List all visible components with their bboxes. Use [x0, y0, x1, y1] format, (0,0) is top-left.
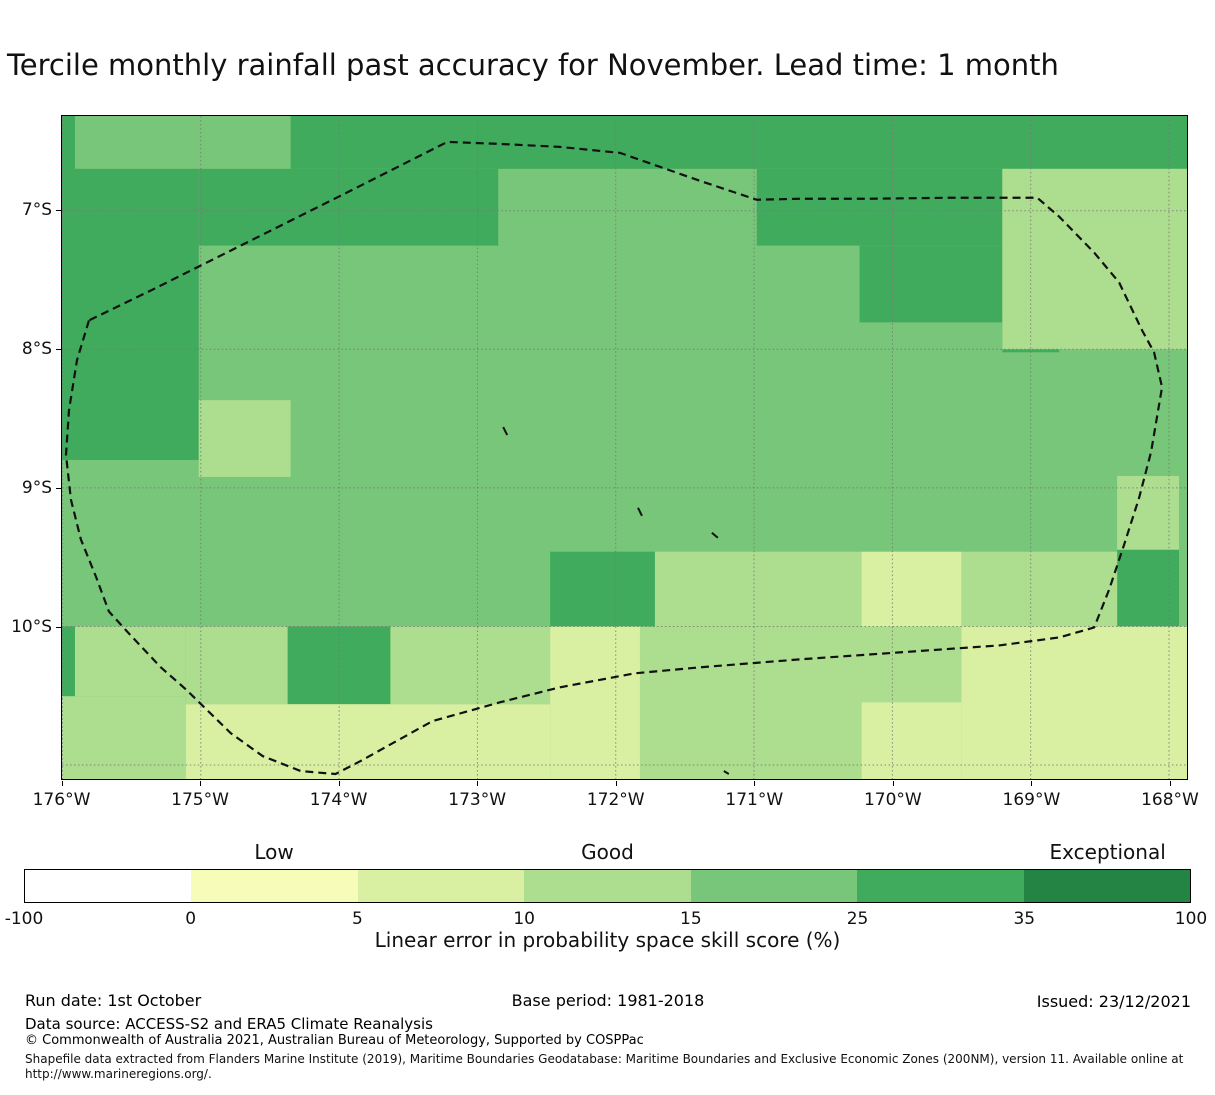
run-date-text: Run date: 1st October [25, 991, 202, 1010]
eez-boundary-line [64, 140, 1164, 776]
x-tick-mark [1169, 781, 1171, 786]
map-grid-cell [961, 626, 1187, 779]
colorbar-segment [191, 870, 358, 902]
colorbar-segment [690, 870, 858, 902]
x-tick-label: 170°W [863, 790, 922, 810]
colorbar-category-label: Exceptional [1049, 840, 1166, 864]
copyright-text: © Commonwealth of Australia 2021, Austra… [25, 1033, 644, 1048]
colorbar-segment [1023, 870, 1190, 902]
colorbar-boundary-label: 5 [352, 909, 363, 929]
y-tick-mark [56, 488, 61, 489]
rainfall-accuracy-map [61, 115, 1188, 780]
map-grid-cell [62, 696, 186, 779]
map-grid-cell [639, 626, 862, 779]
map-canvas [62, 116, 1187, 779]
x-tick-label: 172°W [586, 790, 645, 810]
colorbar-segment [25, 870, 192, 902]
shapefile-note: Shapefile data extracted from Flanders M… [25, 1052, 1195, 1082]
colorbar: Low Good Exceptional -100 0 5 10 15 25 35 100 [5, 840, 1208, 929]
map-grid-cell [654, 551, 862, 627]
x-tick-label: 171°W [725, 790, 784, 810]
x-tick-label: 174°W [309, 790, 368, 810]
x-tick-mark [615, 781, 617, 786]
map-grid-cell [185, 704, 551, 779]
colorbar-boundary-label: 25 [846, 909, 869, 929]
map-grid-cell [62, 626, 75, 697]
map-grid-cell [290, 116, 1187, 169]
colorbar-boundary-label: 35 [1013, 909, 1036, 929]
x-tick-label: 173°W [448, 790, 507, 810]
map-grid-cell [861, 702, 962, 779]
map-grid-cell [198, 168, 499, 246]
colorbar-caption: Linear error in probability space skill … [374, 928, 841, 952]
x-tick-mark [477, 781, 479, 786]
map-grid-cell [62, 116, 75, 460]
base-period-text: Base period: 1981-2018 [511, 991, 705, 1010]
y-tick-label: 10°S [11, 617, 52, 637]
x-tick-mark [61, 781, 63, 786]
x-tick-mark [1031, 781, 1033, 786]
map-grid-cell [390, 626, 551, 705]
map-grid-cell [198, 400, 291, 477]
colorbar-gradient [24, 869, 1191, 903]
map-grid-cell [550, 626, 640, 779]
x-tick-mark [338, 781, 340, 786]
y-tick-label: 8°S [21, 339, 52, 359]
map-grid-cell [287, 626, 391, 705]
y-tick-label: 7°S [21, 200, 52, 220]
y-tick-mark [56, 349, 61, 350]
map-grid-cell [861, 551, 962, 627]
x-tick-label: 175°W [171, 790, 229, 810]
colorbar-boundary-label: 0 [185, 909, 197, 929]
map-grid-cell [756, 168, 1003, 246]
map-grid-cell [74, 168, 199, 460]
y-tick-mark [56, 210, 61, 211]
map-grid-cell [1002, 168, 1187, 350]
page-title: Tercile monthly rainfall past accuracy f… [7, 48, 1059, 82]
colorbar-segment [357, 870, 525, 902]
map-grid-cell [1117, 475, 1180, 550]
map-grid-cell [1117, 549, 1180, 627]
colorbar-segment [524, 870, 691, 902]
y-tick-mark [56, 627, 61, 628]
colorbar-boundary-label: 100 [1174, 909, 1208, 929]
map-grid-cell [74, 626, 186, 697]
colorbar-segment [857, 870, 1024, 902]
map-grid-cell [859, 245, 1003, 323]
data-source-text: Data source: ACCESS-S2 and ERA5 Climate … [25, 1015, 433, 1033]
x-tick-mark [892, 781, 894, 786]
shapefile-note-line2: http://www.marineregions.org/. [25, 1067, 212, 1081]
y-tick-label: 9°S [21, 478, 52, 498]
colorbar-boundary-label: 10 [513, 909, 535, 929]
shapefile-note-line1: Shapefile data extracted from Flanders M… [25, 1052, 1184, 1066]
x-tick-mark [200, 781, 202, 786]
colorbar-category-label: Low [254, 840, 294, 864]
map-grid-cell [185, 626, 288, 705]
x-tick-label: 168°W [1141, 790, 1199, 810]
x-tick-mark [754, 781, 756, 786]
issued-date-text: Issued: 23/12/2021 [1036, 992, 1191, 1011]
map-grid-cell [861, 626, 962, 703]
colorbar-category-label: Good [581, 840, 634, 864]
x-tick-label: 176°W [32, 790, 91, 810]
x-tick-label: 169°W [1002, 790, 1061, 810]
colorbar-boundary-label: -100 [4, 909, 44, 929]
colorbar-boundary-label: 15 [680, 909, 702, 929]
map-grid-cell [550, 551, 655, 627]
map-grid-cell [961, 551, 1118, 627]
